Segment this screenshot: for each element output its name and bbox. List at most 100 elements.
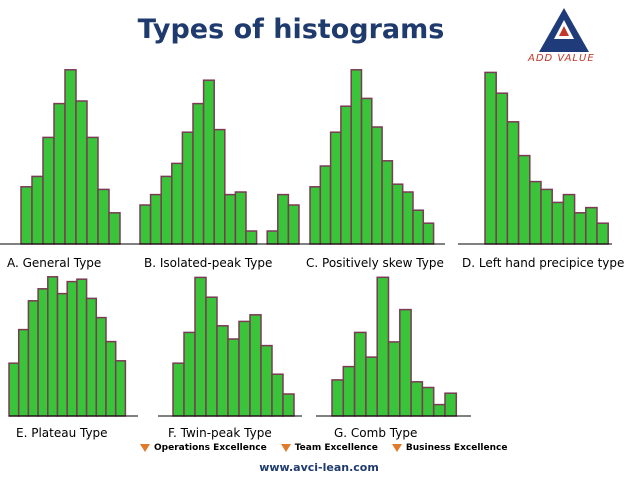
histogram-3: [458, 71, 612, 245]
histogram-bar: [422, 222, 435, 245]
histogram-bar: [227, 338, 240, 417]
website-url: www.avci-lean.com: [259, 461, 379, 474]
triangle-icon: [280, 444, 291, 452]
histogram-bar: [17, 328, 30, 417]
histogram-bar: [401, 191, 414, 245]
histogram-bar: [540, 188, 553, 245]
histogram-bar: [75, 100, 88, 245]
histogram-bar: [95, 316, 107, 417]
histogram-bar: [85, 297, 98, 417]
histogram-bar: [181, 131, 194, 245]
histogram-bar: [42, 136, 55, 245]
histogram-caption: F. Twin-peak Type: [168, 426, 272, 440]
histogram-bar: [410, 381, 424, 417]
histogram-bar: [271, 373, 284, 417]
histogram-bar: [172, 362, 185, 417]
footer-item-operations: Operations Excellence: [140, 443, 267, 453]
histogram-bar: [192, 102, 205, 245]
histogram-bar: [202, 79, 215, 245]
histogram-bar: [76, 278, 88, 417]
histogram-bar: [27, 300, 39, 417]
histogram-bar: [387, 341, 401, 417]
histogram-2: [303, 69, 445, 245]
footer-tagline: Operations Excellence Team Excellence Bu…: [140, 443, 507, 453]
histogram-5: [158, 276, 302, 417]
histogram-bar: [506, 121, 520, 245]
histogram-bar: [277, 193, 290, 245]
histogram-bar: [573, 212, 587, 245]
histogram-bar: [412, 209, 425, 245]
histogram-bar: [319, 165, 332, 245]
histogram-bar: [287, 204, 300, 245]
footer-item-label: Business Excellence: [405, 443, 508, 453]
histogram-bar: [350, 69, 363, 245]
histogram-bar: [20, 186, 33, 245]
histogram-bar: [353, 331, 367, 417]
histogram-bar: [234, 191, 247, 245]
histogram-bar: [282, 393, 295, 417]
histogram-bar: [562, 193, 576, 245]
histogram-4: [8, 276, 138, 417]
histogram-bar: [421, 386, 435, 417]
histogram-bar: [66, 280, 78, 417]
triangle-icon: [140, 444, 150, 452]
histogram-bar: [108, 212, 121, 245]
histogram-bar: [53, 102, 66, 245]
histogram-bar: [432, 403, 446, 417]
histogram-caption: C. Positively skew Type: [306, 256, 444, 270]
histogram-bar: [360, 97, 373, 245]
histogram-caption: E. Plateau Type: [16, 426, 108, 440]
histogram-bar: [444, 392, 458, 417]
histogram-bar: [391, 183, 404, 245]
histogram-caption: B. Isolated-peak Type: [144, 256, 273, 270]
histogram-bar: [114, 360, 127, 417]
histogram-bar: [171, 162, 184, 245]
histogram-bar: [97, 188, 110, 245]
histogram-bar: [160, 175, 173, 245]
histogram-caption: A. General Type: [7, 256, 102, 270]
histogram-bar: [205, 296, 218, 417]
histogram-bar: [585, 206, 598, 245]
histogram-6: [316, 276, 471, 417]
histogram-bar: [266, 230, 279, 245]
footer-item-business: Business Excellence: [391, 443, 508, 453]
histogram-bar: [86, 136, 99, 245]
histogram-bar: [8, 362, 20, 417]
histogram-bar: [64, 69, 77, 245]
histogram-bar: [517, 154, 531, 245]
histogram-caption: D. Left hand precipice type: [462, 256, 625, 270]
histogram-bar: [249, 314, 262, 417]
histogram-bar: [216, 325, 229, 417]
histogram-bar: [56, 292, 68, 417]
histogram-bar: [309, 186, 322, 245]
histogram-bar: [260, 344, 273, 417]
histogram-bar: [245, 230, 258, 245]
histogram-bar: [381, 160, 394, 245]
histogram-bar: [47, 276, 59, 417]
histogram-bar: [331, 379, 345, 417]
histogram-bar: [342, 365, 356, 417]
footer-item-team: Team Excellence: [280, 443, 378, 453]
histogram-bar: [551, 201, 565, 245]
histogram-bar: [329, 131, 342, 245]
histogram-0: [0, 69, 135, 245]
add-value-logo-icon: [539, 8, 589, 52]
histogram-bar: [365, 356, 378, 417]
histogram-bar: [376, 276, 390, 417]
histogram-bar: [139, 204, 152, 245]
histogram-bar: [194, 276, 207, 417]
histogram-caption: G. Comb Type: [334, 426, 418, 440]
histogram-bar: [495, 92, 509, 245]
histogram-bar: [105, 340, 117, 417]
page-title: Types of histograms: [137, 14, 445, 45]
histogram-bar: [149, 193, 162, 245]
histogram-bar: [31, 175, 44, 245]
histogram-bar: [238, 320, 251, 417]
histogram-bar: [484, 71, 497, 245]
histogram-bar: [183, 331, 196, 417]
histogram-bar: [224, 193, 237, 245]
histogram-bar: [340, 105, 352, 245]
footer-item-label: Team Excellence: [294, 443, 378, 453]
histogram-1: [135, 79, 303, 245]
